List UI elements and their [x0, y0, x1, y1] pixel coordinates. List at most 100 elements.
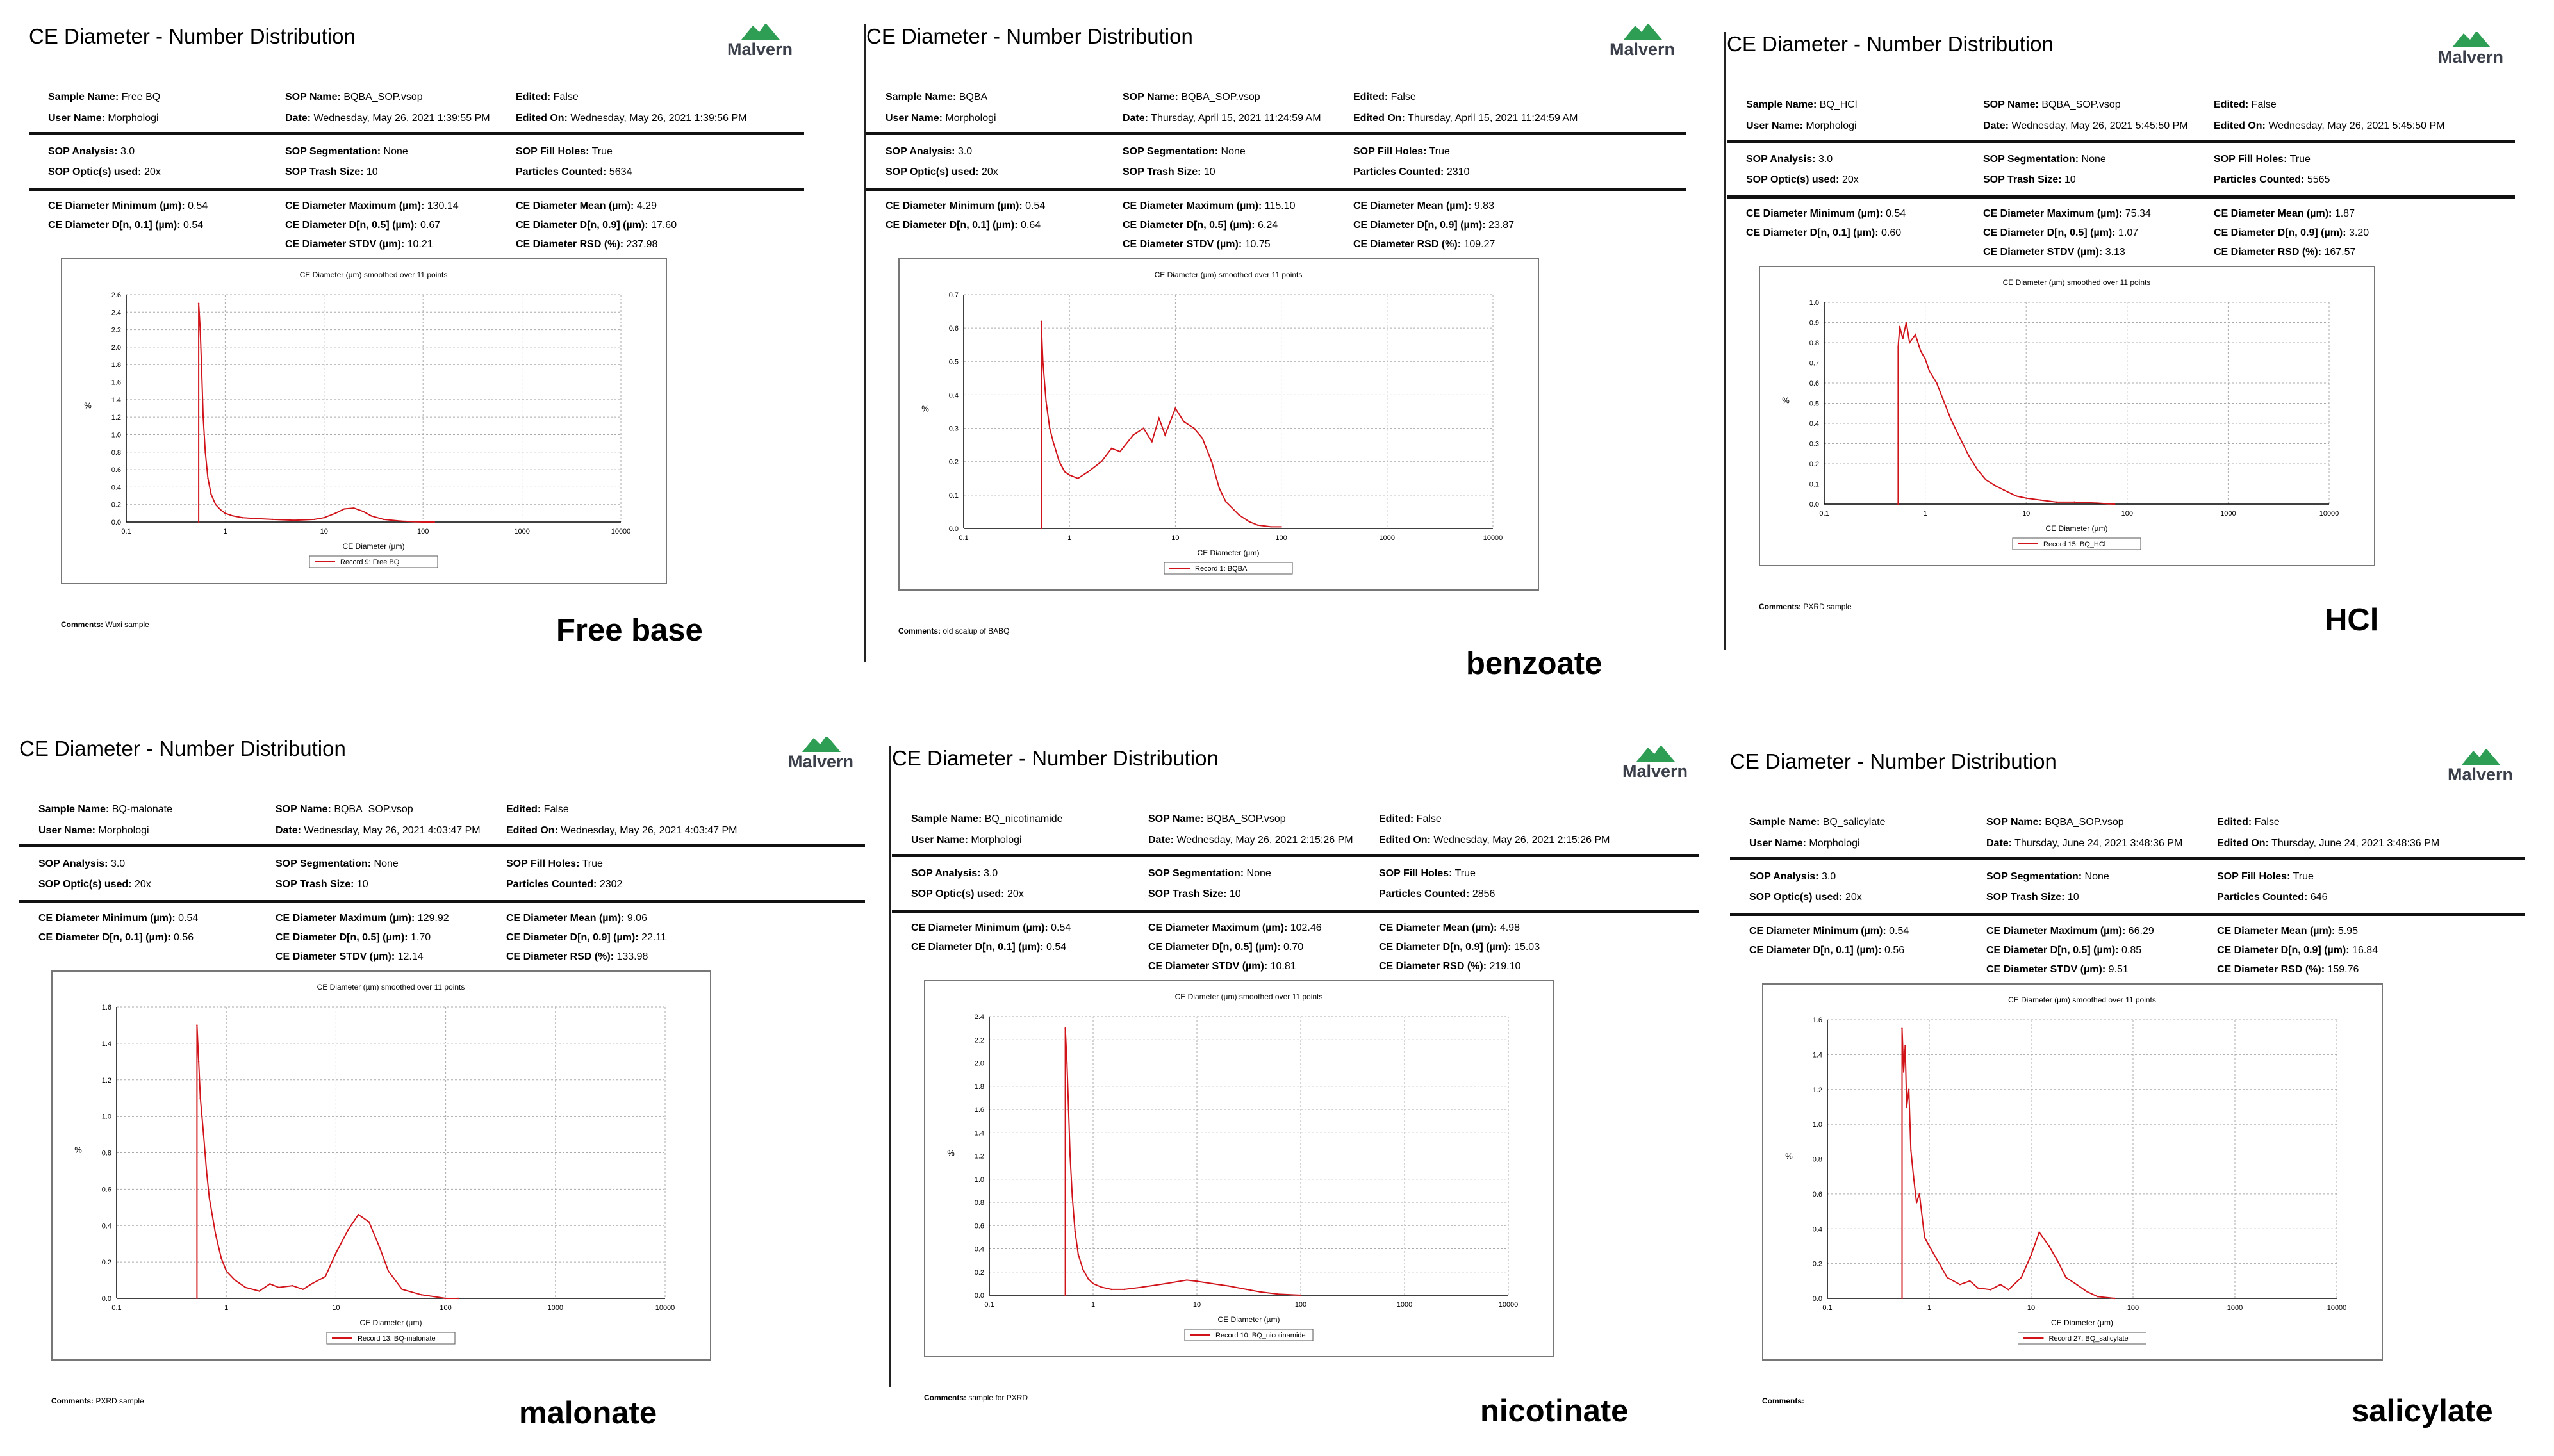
- meta-field-ce-d90: CE Diameter D[n, 0.9] (µm): 3.20: [2214, 227, 2369, 239]
- distribution-line: [1041, 321, 1281, 528]
- meta-field-date: Date: Wednesday, May 26, 2021 5:45:50 PM: [1983, 120, 2188, 132]
- data-point: [232, 515, 234, 517]
- field-label: SOP Name:: [1148, 814, 1204, 824]
- field-value: 3.0: [110, 858, 126, 869]
- comments-line: Comments: old scalup of BABQ: [898, 626, 1009, 635]
- logo-text: Malvern: [2448, 765, 2514, 784]
- field-label: CE Diameter D[n, 0.1] (µm):: [1749, 945, 1882, 956]
- y-tick-label: 0.8: [111, 449, 121, 457]
- field-label: CE Diameter D[n, 0.1] (µm):: [886, 220, 1018, 231]
- field-label: CE Diameter D[n, 0.5] (µm):: [1148, 942, 1281, 953]
- meta-field-sop-segmentation: SOP Segmentation: None: [1986, 871, 2109, 883]
- data-point: [1924, 358, 1926, 360]
- field-value: 2310: [1446, 167, 1470, 177]
- legend-box: [1184, 1329, 1314, 1341]
- meta-field-edited-on: Edited On: Wednesday, May 26, 2021 1:39:…: [516, 113, 746, 124]
- field-value: 0.54: [1051, 922, 1071, 933]
- field-label: Edited On:: [516, 113, 568, 124]
- data-point: [1064, 1027, 1066, 1029]
- comments-value: sample for PXRD: [968, 1393, 1028, 1402]
- field-label: CE Diameter D[n, 0.1] (µm):: [911, 942, 1044, 953]
- meta-field-ce-d50: CE Diameter D[n, 0.5] (µm): 6.24: [1123, 220, 1278, 231]
- data-point: [1201, 438, 1203, 439]
- field-value: Thursday, June 24, 2021 3:48:36 PM: [2271, 838, 2440, 849]
- field-label: SOP Name:: [1986, 817, 2042, 828]
- field-label: User Name:: [1749, 838, 1806, 849]
- meta-field-user-name: User Name: Morphologi: [1749, 838, 1860, 849]
- section-rule: [19, 900, 865, 903]
- meta-field-user-name: User Name: Morphologi: [911, 835, 1022, 846]
- field-value: 0.54: [1025, 200, 1046, 211]
- field-label: CE Diameter Mean (µm):: [506, 913, 625, 924]
- meta-field-ce-min: CE Diameter Minimum (µm): 0.54: [1749, 926, 1909, 937]
- data-point: [433, 521, 435, 523]
- section-rule: [1727, 195, 2515, 199]
- meta-field-user-name: User Name: Morphologi: [38, 825, 149, 837]
- x-tick-label: 10: [2027, 1304, 2035, 1312]
- meta-field-user-name: User Name: Morphologi: [48, 113, 159, 124]
- meta-field-sop-fill: SOP Fill Holes: True: [516, 146, 613, 158]
- data-point: [2086, 1290, 2088, 1293]
- y-tick-label: 0.2: [102, 1259, 111, 1266]
- data-point: [1040, 527, 1042, 530]
- field-value: 10.81: [1270, 961, 1296, 972]
- y-tick-label: 1.2: [111, 414, 121, 421]
- data-point: [1901, 1027, 1903, 1029]
- field-label: User Name:: [886, 113, 943, 124]
- distribution-line: [1901, 1028, 2115, 1299]
- section-rule: [29, 188, 804, 191]
- meta-field-ce-d10: CE Diameter D[n, 0.1] (µm): 0.54: [48, 220, 203, 231]
- meta-field-edited: Edited: False: [506, 804, 569, 815]
- field-label: SOP Segmentation:: [1986, 871, 2082, 882]
- meta-field-edited: Edited: False: [2214, 99, 2277, 111]
- data-point: [2003, 489, 2005, 491]
- data-point: [1936, 382, 1938, 384]
- comments-label: Comments:: [1759, 602, 1802, 611]
- x-tick-label: 0.1: [1822, 1304, 1832, 1312]
- field-value: Thursday, April 15, 2021 11:24:59 AM: [1408, 113, 1578, 124]
- meta-field-date: Date: Wednesday, May 26, 2021 2:15:26 PM: [1148, 835, 1353, 846]
- legend-box: [326, 1332, 456, 1345]
- data-point: [1193, 427, 1195, 429]
- field-label: CE Diameter Maximum (µm):: [1123, 200, 1262, 211]
- field-label: CE Diameter Minimum (µm):: [1746, 208, 1883, 219]
- field-value: Morphologi: [945, 113, 996, 124]
- meta-field-sop-segmentation: SOP Segmentation: None: [1148, 868, 1271, 879]
- meta-field-sop-trash: SOP Trash Size: 10: [1986, 892, 2079, 903]
- meta-field-sop-analysis: SOP Analysis: 3.0: [1746, 154, 1833, 165]
- meta-field-ce-d10: CE Diameter D[n, 0.1] (µm): 0.64: [886, 220, 1041, 231]
- field-label: SOP Optic(s) used:: [1749, 892, 1843, 903]
- data-point: [1077, 1254, 1080, 1256]
- data-point: [1248, 521, 1251, 523]
- field-value: Wednesday, May 26, 2021 2:15:26 PM: [1433, 835, 1610, 846]
- field-value: 0.56: [1884, 945, 1905, 956]
- data-point: [1158, 417, 1160, 420]
- field-label: SOP Optic(s) used:: [48, 167, 142, 177]
- comments-line: Comments: PXRD sample: [51, 1396, 144, 1405]
- comments-value: Wuxi sample: [105, 620, 149, 629]
- chart-frame: CE Diameter (µm) smoothed over 11 points…: [924, 980, 1554, 1357]
- field-label: SOP Fill Holes:: [506, 858, 580, 869]
- data-point: [269, 1283, 271, 1285]
- mountain-icon: [1624, 24, 1662, 40]
- field-label: SOP Name:: [1983, 99, 2039, 110]
- comments-label: Comments:: [61, 620, 104, 629]
- field-label: Edited:: [2217, 817, 2252, 828]
- meta-field-sop-analysis: SOP Analysis: 3.0: [886, 146, 972, 158]
- y-tick-label: 0.0: [111, 519, 121, 527]
- section-rule: [892, 910, 1699, 913]
- data-point: [334, 512, 336, 514]
- malvern-logo: Malvern: [727, 24, 804, 68]
- meta-field-ce-rsd: CE Diameter RSD (%): 133.98: [506, 951, 648, 963]
- field-label: Particles Counted:: [2217, 892, 2308, 903]
- field-value: BQBA_SOP.vsop: [2045, 817, 2124, 828]
- field-value: 10: [2067, 892, 2079, 903]
- field-label: SOP Fill Holes:: [2217, 871, 2291, 882]
- field-value: 3.20: [2349, 227, 2369, 238]
- field-value: Wednesday, May 26, 2021 4:03:47 PM: [561, 825, 737, 836]
- field-value: False: [2251, 99, 2277, 110]
- meta-field-sop-segmentation: SOP Segmentation: None: [1123, 146, 1246, 158]
- mountain-shape: [1636, 746, 1675, 762]
- data-point: [401, 1288, 403, 1290]
- field-label: Sample Name:: [48, 92, 119, 102]
